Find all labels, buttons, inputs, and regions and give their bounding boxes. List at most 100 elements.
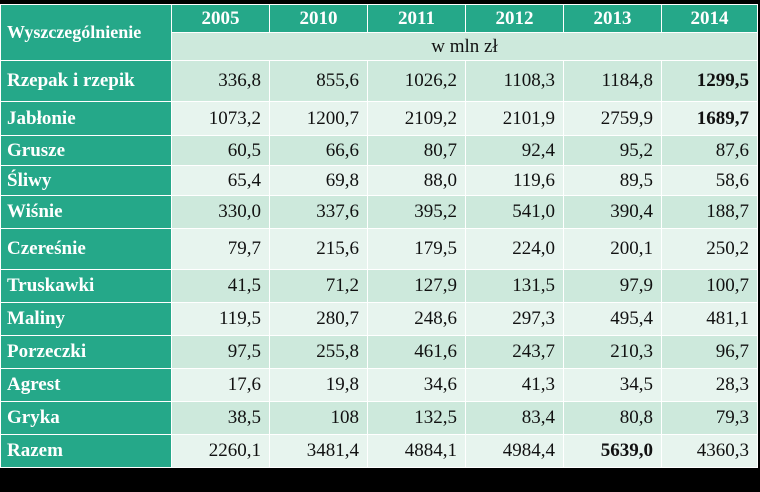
- table-cell: 79,7: [171, 228, 270, 270]
- year-header: 2014: [661, 4, 758, 33]
- table-cell: 4984,4: [465, 434, 564, 468]
- table-cell: 80,7: [367, 135, 466, 166]
- table-cell: 71,2: [269, 269, 368, 303]
- year-header: 2011: [367, 4, 466, 33]
- table-cell: 243,7: [465, 335, 564, 369]
- table-cell: 250,2: [661, 228, 758, 270]
- row-label: Śliwy: [0, 165, 172, 196]
- table-cell: 2260,1: [171, 434, 270, 468]
- table-cell: 96,7: [661, 335, 758, 369]
- table-cell: 224,0: [465, 228, 564, 270]
- table-cell: 17,6: [171, 368, 270, 402]
- table-row: Czereśnie 79,7 215,6 179,5 224,0 200,1 250,2: [0, 228, 758, 270]
- table-row: Truskawki 41,5 71,2 127,9 131,5 97,9 100,7: [0, 269, 758, 303]
- table-row: Razem 2260,1 3481,4 4884,1 4984,4 5639,0 4360,…: [0, 434, 758, 468]
- table-cell: 215,6: [269, 228, 368, 270]
- table-cell: 3481,4: [269, 434, 368, 468]
- year-header: 2013: [563, 4, 662, 33]
- table-cell: 28,3: [661, 368, 758, 402]
- year-header: 2010: [269, 4, 368, 33]
- table-cell: 541,0: [465, 195, 564, 229]
- table-row: Maliny 119,5 280,7 248,6 297,3 495,4 481,1: [0, 302, 758, 336]
- table-cell: 69,8: [269, 165, 368, 196]
- table-cell: 1184,8: [563, 60, 662, 102]
- table-row: Wiśnie 330,0 337,6 395,2 541,0 390,4 188,7: [0, 195, 758, 229]
- table-row: Rzepak i rzepik 336,8 855,6 1026,2 1108,3 118…: [0, 60, 758, 102]
- table-cell: 200,1: [563, 228, 662, 270]
- table-cell: 1200,7: [269, 101, 368, 136]
- table-cell: 481,1: [661, 302, 758, 336]
- table-cell: 131,5: [465, 269, 564, 303]
- table-cell: 41,5: [171, 269, 270, 303]
- table-row: Śliwy 65,4 69,8 88,0 119,6 89,5 58,6: [0, 165, 758, 196]
- table-cell: 1026,2: [367, 60, 466, 102]
- header-row: Wyszczególnienie 2005 2010 2011 2012 201…: [0, 4, 758, 61]
- table-cell: 83,4: [465, 401, 564, 435]
- table-row: Gryka 38,5 108 132,5 83,4 80,8 79,3: [0, 401, 758, 435]
- header-label: Wyszczególnienie: [0, 4, 172, 61]
- row-label: Wiśnie: [0, 195, 172, 229]
- table-cell: 179,5: [367, 228, 466, 270]
- table-cell: 4360,3: [661, 434, 758, 468]
- table-cell: 95,2: [563, 135, 662, 166]
- table-row: Jabłonie 1073,2 1200,7 2109,2 2101,9 2759,9 16…: [0, 101, 758, 136]
- table-cell: 461,6: [367, 335, 466, 369]
- table-cell: 97,9: [563, 269, 662, 303]
- table-cell: 41,3: [465, 368, 564, 402]
- table-cell: 210,3: [563, 335, 662, 369]
- row-label: Truskawki: [0, 269, 172, 303]
- row-label: Porzeczki: [0, 335, 172, 369]
- table-cell: 108: [269, 401, 368, 435]
- table-cell: 100,7: [661, 269, 758, 303]
- table-cell: 92,4: [465, 135, 564, 166]
- row-label: Razem: [0, 434, 172, 468]
- table-cell: 1108,3: [465, 60, 564, 102]
- table-cell: 19,8: [269, 368, 368, 402]
- table-cell: 119,6: [465, 165, 564, 196]
- table-cell: 34,5: [563, 368, 662, 402]
- table-cell: 132,5: [367, 401, 466, 435]
- table-row: Grusze 60,5 66,6 80,7 92,4 95,2 87,6: [0, 135, 758, 166]
- table-cell: 495,4: [563, 302, 662, 336]
- row-label: Gryka: [0, 401, 172, 435]
- table-cell: 65,4: [171, 165, 270, 196]
- row-label: Maliny: [0, 302, 172, 336]
- table-cell: 2109,2: [367, 101, 466, 136]
- year-header: 2012: [465, 4, 564, 33]
- row-label: Czereśnie: [0, 228, 172, 270]
- row-label: Agrest: [0, 368, 172, 402]
- table-cell: 87,6: [661, 135, 758, 166]
- table-cell: 248,6: [367, 302, 466, 336]
- table-cell: 2759,9: [563, 101, 662, 136]
- unit-label: w mln zł: [171, 32, 758, 61]
- table-cell: 280,7: [269, 302, 368, 336]
- table-cell: 5639,0: [563, 434, 662, 468]
- table-cell: 60,5: [171, 135, 270, 166]
- table-cell: 297,3: [465, 302, 564, 336]
- table-row: Agrest 17,6 19,8 34,6 41,3 34,5 28,3: [0, 368, 758, 402]
- table-cell: 79,3: [661, 401, 758, 435]
- table-cell: 66,6: [269, 135, 368, 166]
- table-cell: 337,6: [269, 195, 368, 229]
- unit-row: w mln zł: [1, 32, 758, 61]
- table-cell: 1689,7: [661, 101, 758, 136]
- table-body: Rzepak i rzepik 336,8 855,6 1026,2 1108,3 118…: [0, 60, 758, 468]
- table-cell: 390,4: [563, 195, 662, 229]
- year-header: 2005: [171, 4, 270, 33]
- table-cell: 58,6: [661, 165, 758, 196]
- row-label: Grusze: [0, 135, 172, 166]
- table-cell: 127,9: [367, 269, 466, 303]
- table-cell: 38,5: [171, 401, 270, 435]
- table-cell: 88,0: [367, 165, 466, 196]
- table-cell: 89,5: [563, 165, 662, 196]
- table-cell: 255,8: [269, 335, 368, 369]
- row-label: Rzepak i rzepik: [0, 60, 172, 102]
- table-cell: 97,5: [171, 335, 270, 369]
- table-cell: 336,8: [171, 60, 270, 102]
- table-cell: 1299,5: [661, 60, 758, 102]
- table-cell: 855,6: [269, 60, 368, 102]
- table-cell: 80,8: [563, 401, 662, 435]
- row-label: Jabłonie: [0, 101, 172, 136]
- table-cell: 34,6: [367, 368, 466, 402]
- table-cell: 119,5: [171, 302, 270, 336]
